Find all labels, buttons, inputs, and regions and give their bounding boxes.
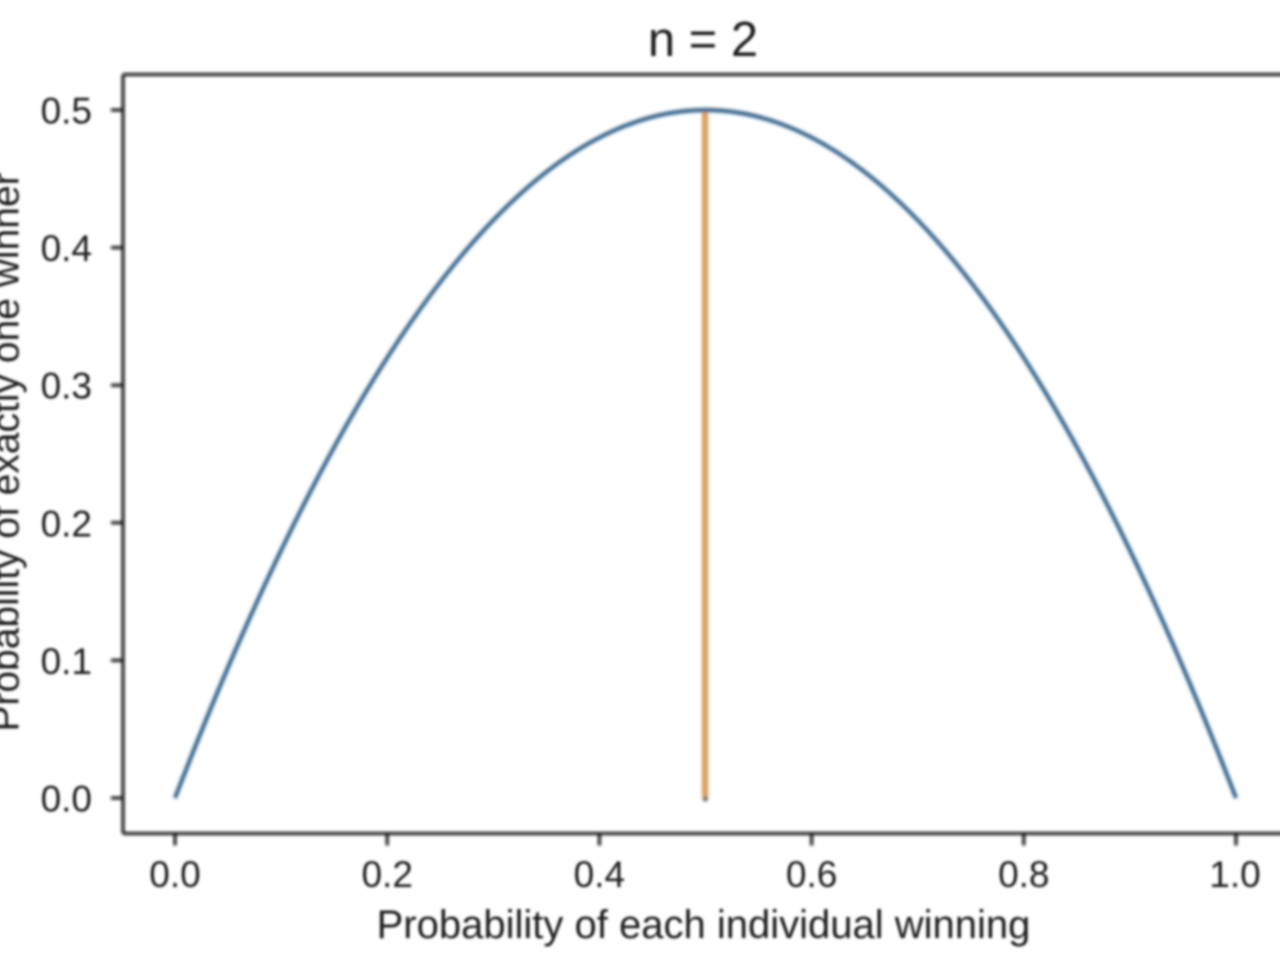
svg-text:0.2: 0.2 xyxy=(41,503,92,544)
svg-text:0.2: 0.2 xyxy=(361,854,412,895)
svg-text:0.8: 0.8 xyxy=(998,854,1049,895)
svg-text:0.4: 0.4 xyxy=(41,228,92,269)
svg-text:0.0: 0.0 xyxy=(41,779,92,820)
svg-text:0.5: 0.5 xyxy=(41,91,92,132)
svg-text:0.6: 0.6 xyxy=(786,854,837,895)
svg-text:1.0: 1.0 xyxy=(1209,854,1260,895)
svg-text:Probability of exactly one win: Probability of exactly one winner xyxy=(0,172,28,731)
svg-text:0.3: 0.3 xyxy=(41,366,92,407)
svg-text:0.4: 0.4 xyxy=(574,854,625,895)
svg-text:0.0: 0.0 xyxy=(149,854,200,895)
svg-text:Probability of each individual: Probability of each individual winning xyxy=(377,903,1031,947)
svg-text:n = 2: n = 2 xyxy=(648,13,758,67)
svg-text:0.1: 0.1 xyxy=(41,641,92,682)
